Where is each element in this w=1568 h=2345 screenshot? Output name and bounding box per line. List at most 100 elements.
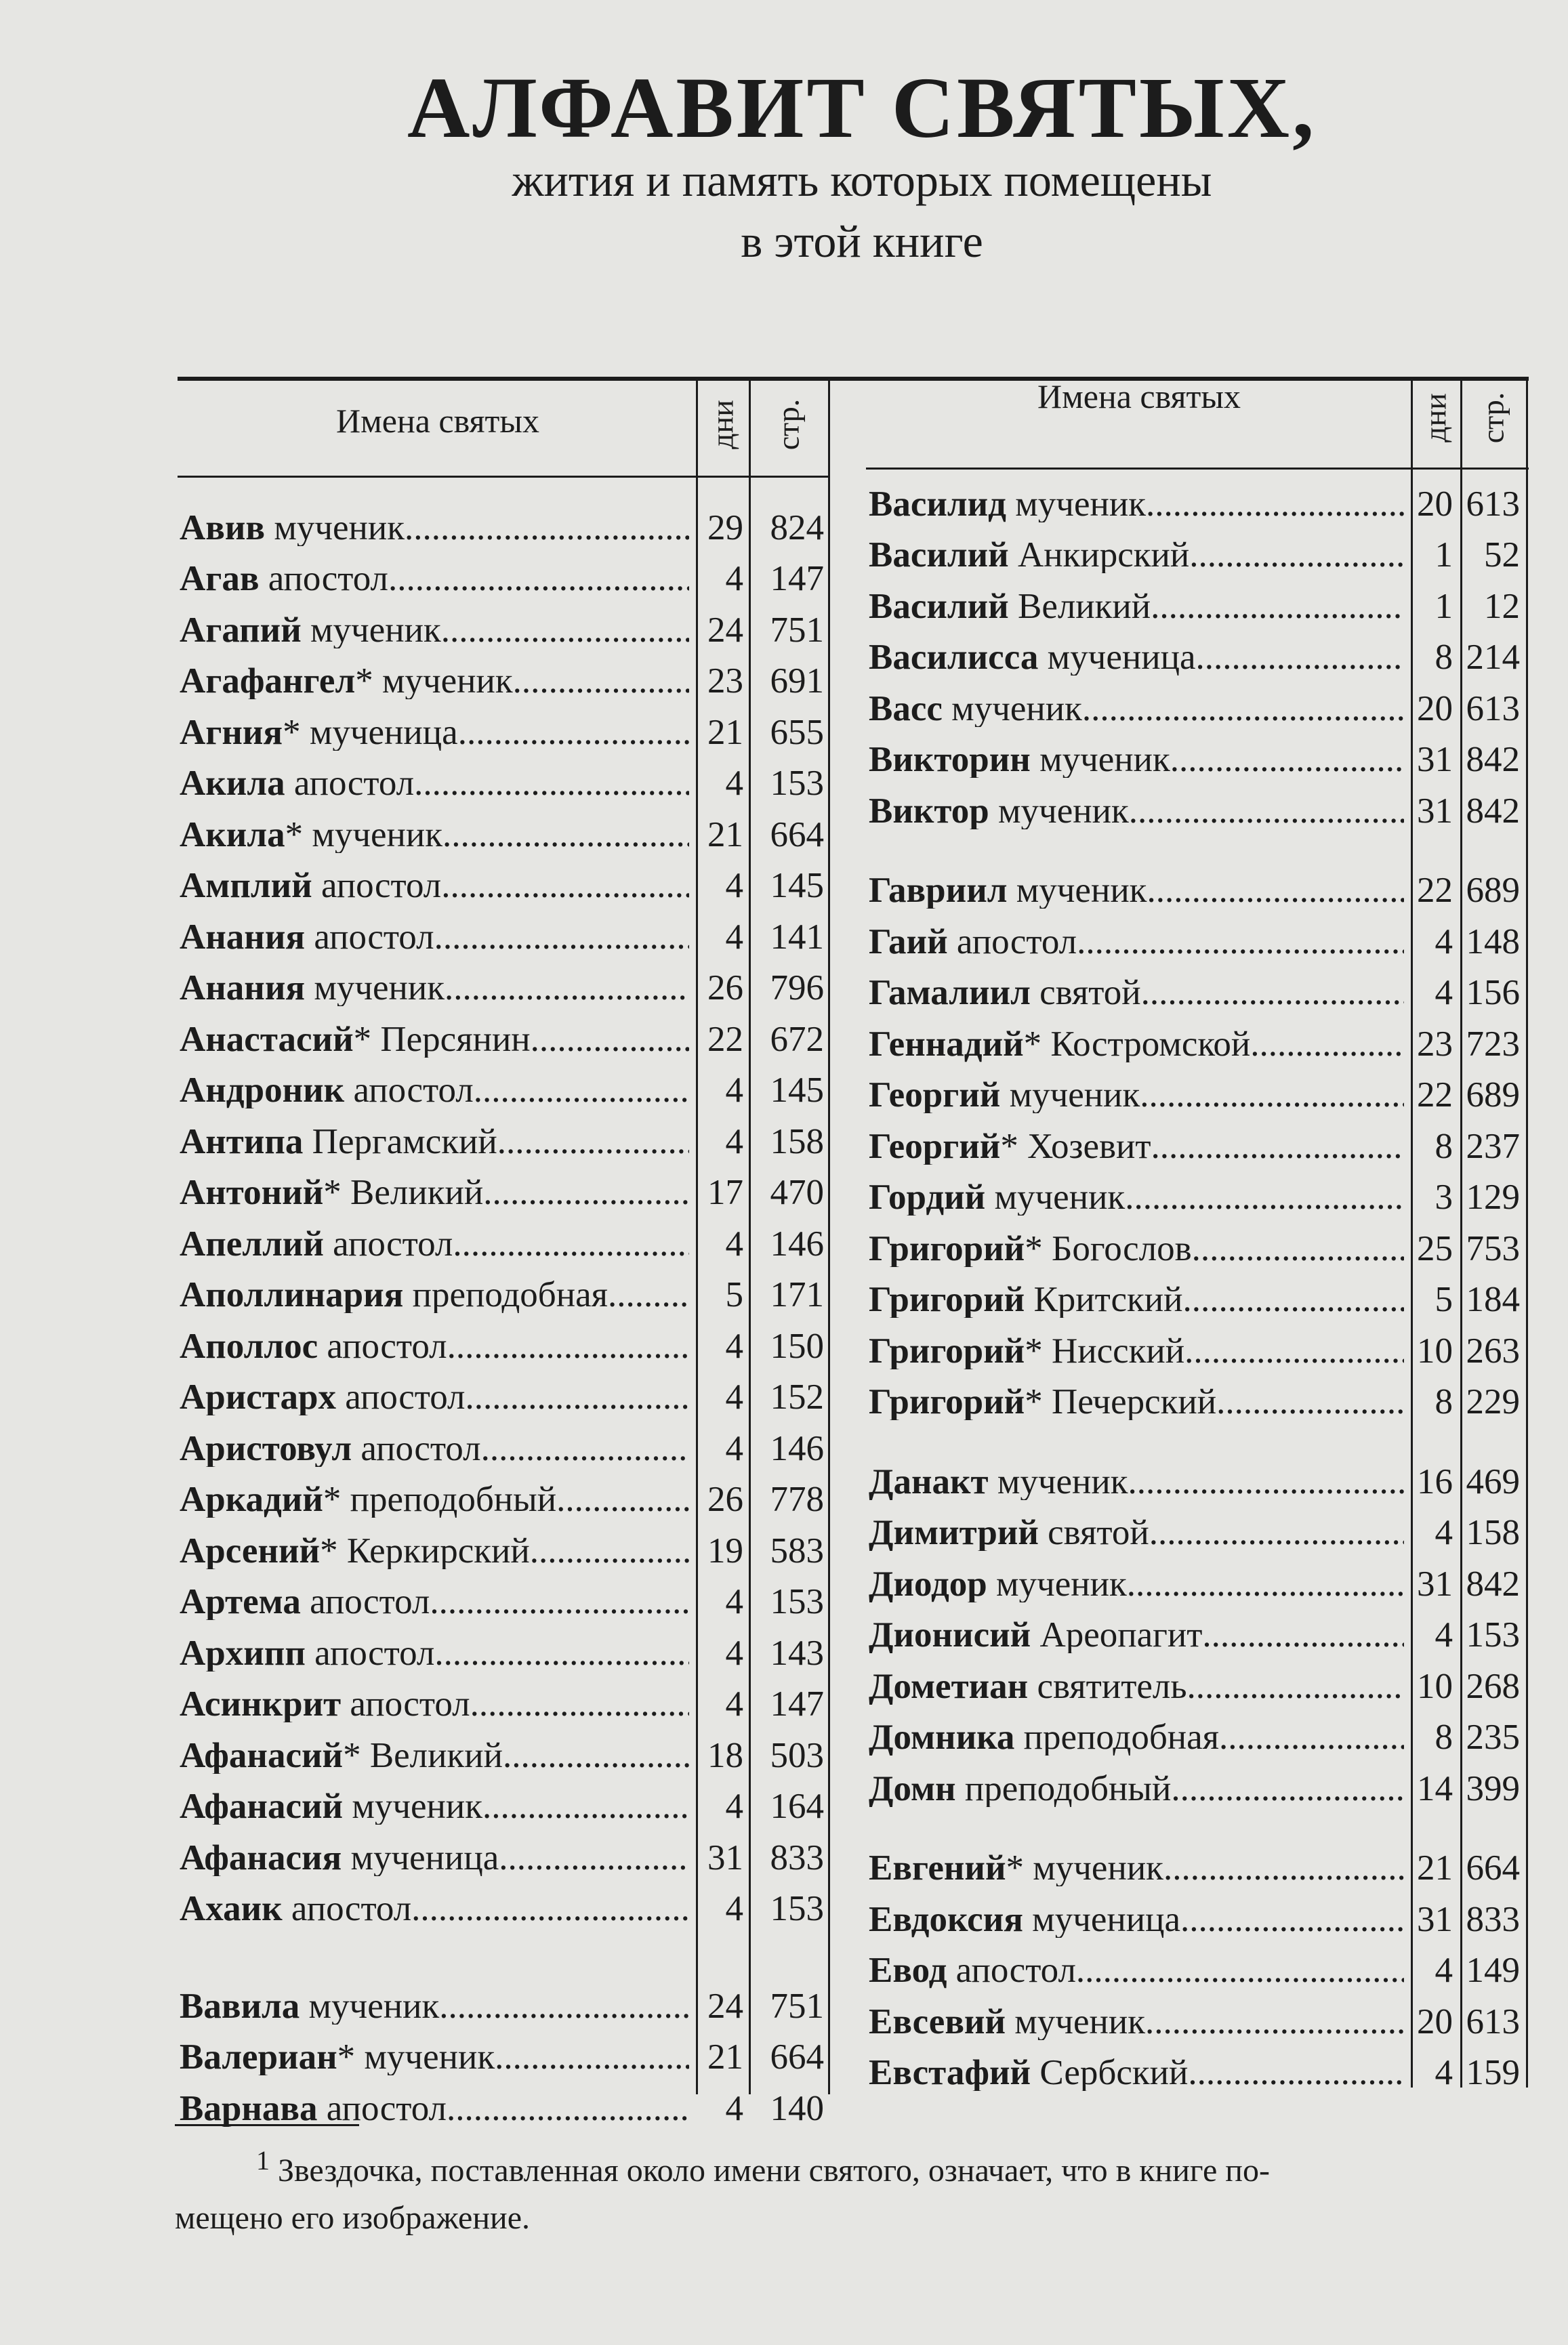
page-value: 158 (1466, 1513, 1521, 1552)
right-page-column-line (1460, 377, 1462, 2088)
page-value: 583 (770, 1531, 825, 1571)
saint-title: мученик (996, 1566, 1127, 1602)
day-value: 22 (1417, 871, 1453, 910)
day-value: 1 (1435, 586, 1453, 626)
page-value: 689 (1466, 1075, 1521, 1115)
dot-leader (447, 1329, 689, 1365)
saint-entry: Агав апостол 4 147 (180, 546, 830, 598)
saint-entry: Артема апостол 4 153 (180, 1569, 830, 1621)
dot-leader (1082, 691, 1404, 727)
saint-name: Диодор (869, 1566, 987, 1602)
day-value: 21 (707, 712, 743, 752)
saint-entry: Авив мученик 29 824 (180, 495, 830, 546)
dot-leader (497, 1124, 689, 1160)
saint-title: апостол (360, 1430, 481, 1467)
saint-entry: Григорий* Нисский 10 263 (869, 1318, 1527, 1369)
dot-leader (531, 1022, 689, 1058)
saint-entry: Василий Великий 1 12 (869, 573, 1527, 625)
day-value: 4 (725, 1582, 744, 1621)
saint-entry: Григорий* Печерский 8 229 (869, 1369, 1527, 1421)
saint-title: апостол (314, 1635, 435, 1672)
saint-name: Авив (180, 510, 266, 546)
saint-entry: Григорий* Богослов 25 753 (869, 1216, 1527, 1267)
dot-leader (1151, 589, 1404, 625)
dot-leader (447, 2091, 689, 2127)
group-spacer (869, 1420, 1527, 1449)
page-value: 12 (1484, 586, 1520, 626)
saint-entry: Ахаик апостол 4 153 (180, 1876, 830, 1928)
saint-title: Великий (350, 1175, 484, 1211)
saint-name: Аполлос (180, 1328, 318, 1365)
page-value: 842 (1466, 791, 1521, 831)
illustration-mark: * (323, 1175, 342, 1211)
group-spacer (869, 829, 1527, 858)
illustration-mark: * (1023, 1026, 1042, 1062)
saint-title: Пергамский (312, 1123, 497, 1160)
saint-name: Анания (180, 919, 306, 955)
saint-title: мученик (997, 1464, 1128, 1500)
dot-leader (465, 1379, 689, 1415)
page-value: 164 (770, 1787, 825, 1826)
right-header-bottom-rule (866, 468, 1529, 470)
saint-title: мученик (310, 612, 441, 648)
page-value: 52 (1484, 535, 1520, 575)
page-value: 145 (770, 1071, 825, 1110)
saint-title: мученик (1014, 2004, 1145, 2040)
saint-entry: Андроник апостол 4 145 (180, 1058, 830, 1109)
saint-entry: Арсений* Керкирский 19 583 (180, 1518, 830, 1569)
saint-title: апостол (268, 561, 388, 597)
illustration-mark: * (353, 1021, 372, 1058)
page-value: 141 (770, 917, 825, 957)
saint-entry: Григорий Критский 5 184 (869, 1267, 1527, 1319)
saint-entry: Аркадий* преподобный 26 778 (180, 1467, 830, 1518)
saint-entry: Афанасий* Великий 18 503 (180, 1722, 830, 1774)
page-value: 148 (1466, 921, 1521, 961)
day-value: 24 (707, 1986, 743, 2026)
illustration-mark: * (323, 1482, 342, 1518)
left-header-names: Имена святых (336, 402, 539, 440)
saint-name: Дометиан (869, 1668, 1029, 1705)
day-value: 19 (707, 1531, 743, 1571)
day-value: 16 (1417, 1461, 1453, 1501)
day-value: 5 (725, 1275, 744, 1314)
saint-entry: Аполлос апостол 4 150 (180, 1313, 830, 1365)
dot-leader (1141, 975, 1404, 1011)
day-value: 31 (707, 1838, 743, 1877)
dot-leader (405, 510, 689, 546)
saint-name: Антоний (180, 1175, 324, 1211)
left-header-day: дни (705, 400, 740, 449)
saint-name: Андроник (180, 1073, 345, 1108)
saint-title: мученик (364, 2039, 495, 2075)
page-value: 833 (770, 1838, 825, 1877)
dot-leader (1149, 1515, 1404, 1551)
saint-entry: Агапий мученик 24 751 (180, 597, 830, 648)
saint-name: Гордий (869, 1180, 986, 1216)
page-value: 214 (1466, 638, 1521, 677)
day-value: 8 (1435, 1718, 1453, 1757)
saint-title: мученица (309, 714, 458, 751)
saint-name: Василид (869, 486, 1006, 522)
dot-leader (530, 1533, 689, 1569)
page-value: 153 (770, 764, 825, 803)
illustration-mark: * (1025, 1384, 1043, 1420)
dot-leader (608, 1277, 689, 1313)
page-value: 691 (770, 661, 825, 701)
saint-entry: Антоний* Великий 17 470 (180, 1160, 830, 1211)
dot-leader (1250, 1026, 1404, 1062)
saint-title: Печерский (1051, 1384, 1217, 1420)
saint-name: Агния (180, 714, 283, 751)
saint-title: мученик (314, 970, 445, 1006)
saint-title: апостол (353, 1073, 474, 1108)
saint-name: Асинкрит (180, 1686, 342, 1722)
saint-entry: Дионисий Ареопагит 4 153 (869, 1602, 1527, 1654)
saint-name: Домника (869, 1720, 1015, 1756)
saint-entry: Апеллий апостол 4 146 (180, 1211, 830, 1262)
day-value: 4 (725, 1889, 744, 1928)
saint-name: Григорий (869, 1230, 1025, 1267)
page-value: 153 (770, 1582, 825, 1621)
saint-entry: Варнава апостол 4 140 (180, 2075, 830, 2127)
dot-leader (441, 613, 689, 648)
illustration-mark: * (337, 2039, 356, 2075)
group-spacer (869, 1807, 1527, 1835)
footnote-marker: 1 (256, 2145, 270, 2176)
